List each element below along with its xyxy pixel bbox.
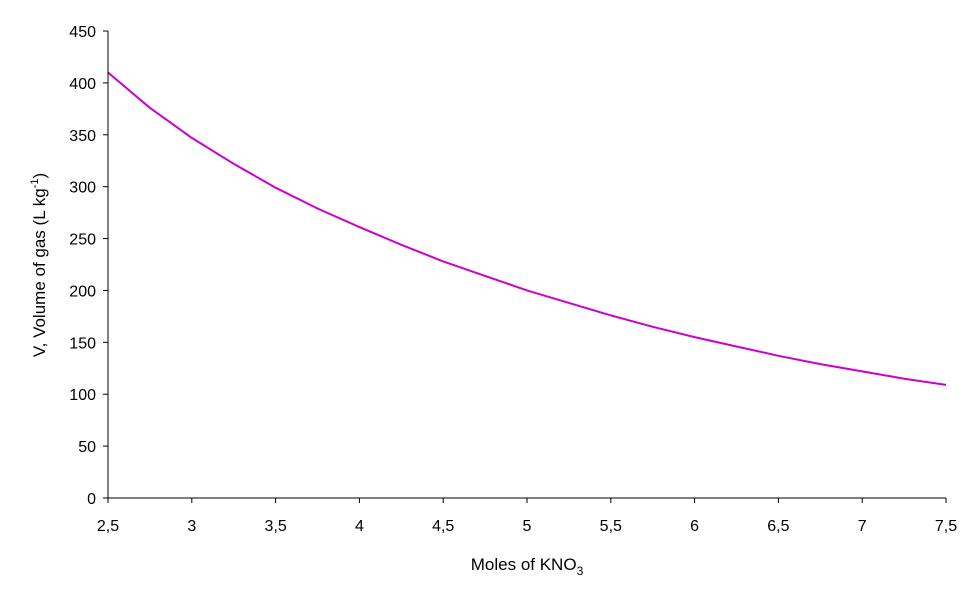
x-tick-label: 7 [858,518,867,535]
x-tick-label: 4,5 [432,518,454,535]
y-tick-label: 50 [78,439,96,456]
x-axis-title: Moles of KNO3 [471,555,584,578]
y-tick-label: 400 [69,76,96,93]
y-axis: 0 50 100 150 200 250 300 350 400 450 [69,24,109,508]
x-tick-label: 6,5 [767,518,789,535]
y-tick-label: 150 [69,335,96,352]
y-tick-label: 250 [69,232,96,249]
y-tick-label: 200 [69,283,96,300]
series-line [107,71,947,386]
y-tick-label: 300 [69,180,96,197]
y-axis-title: V, Volume of gas (L kg-1) [29,173,49,357]
x-tick-label: 4 [355,518,364,535]
x-tick-label: 5 [523,518,532,535]
plot-area [107,71,947,386]
x-axis: 2,5 3 3,5 4 4,5 5 5,5 6 6,5 7 7,5 [97,497,957,535]
y-tick-label: 350 [69,128,96,145]
y-tick-label: 450 [69,24,96,41]
x-tick-label: 2,5 [97,518,119,535]
x-tick-label: 3,5 [264,518,286,535]
x-tick-label: 3 [187,518,196,535]
x-tick-label: 5,5 [600,518,622,535]
x-tick-label: 7,5 [935,518,957,535]
y-tick-label: 100 [69,387,96,404]
x-tick-label: 6 [690,518,699,535]
y-tick-label: 0 [87,491,96,508]
